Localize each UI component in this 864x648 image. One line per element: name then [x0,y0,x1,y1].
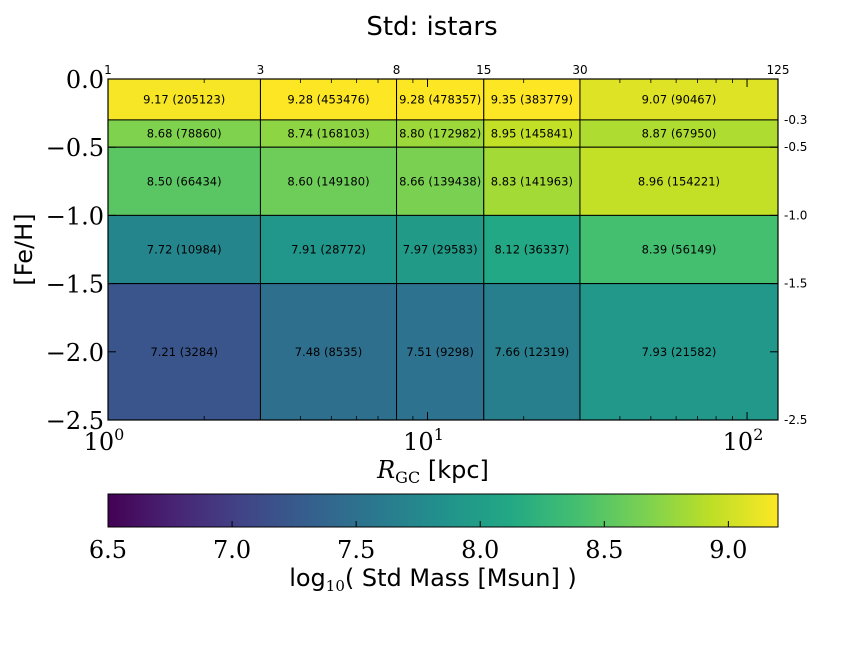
cell-label: 8.87 (67950) [642,127,717,141]
cell-label: 7.48 (8535) [295,345,363,359]
y-edge-label: -1.0 [784,208,807,222]
cell-label: 7.93 (21582) [642,345,717,359]
heatmap-cell [579,119,779,148]
y-edge-label: -1.5 [784,277,807,291]
x-edge-label: 8 [393,63,401,77]
cell-label: 9.35 (383779) [491,92,573,106]
chart-title: Std: istars [366,12,498,42]
cell-label: 9.07 (90467) [642,92,717,106]
cell-label: 9.28 (478357) [399,92,481,106]
x-tick-label: 102 [723,425,764,456]
heatmap-cell [259,283,398,421]
heatmap-cell [259,146,398,216]
y-tick-label: 0.0 [66,66,104,94]
cell-label: 8.12 (36337) [494,243,569,257]
y-tick-label: −2.5 [46,407,104,435]
cell-label: 7.51 (9298) [406,345,474,359]
heatmap-cell [396,283,485,421]
x-tick-label: 100 [84,425,125,456]
x-edge-label: 15 [476,63,491,77]
y-axis-label: [Fe/H] [10,213,38,285]
cell-label: 8.39 (56149) [642,243,717,257]
cell-label: 9.28 (453476) [287,92,369,106]
heatmap-cell [483,119,581,148]
y-tick-label: −0.5 [46,134,104,162]
y-tick-label: −1.5 [46,271,104,299]
colorbar-tick-label: 7.5 [337,536,375,564]
heatmap-cell [579,214,779,285]
heatmap-cell [259,214,398,285]
colorbar-tick-label: 6.5 [89,536,127,564]
cell-label: 8.83 (141963) [491,174,573,188]
heatmap-cell [396,146,485,216]
cell-label: 7.21 (3284) [150,345,218,359]
cell-label: 8.74 (168103) [287,127,369,141]
heatmap-cell [107,78,261,121]
x-edge-label: 3 [257,63,265,77]
x-edge-label: 30 [572,63,587,77]
x-edge-label: 1 [104,63,112,77]
heatmap-cell [579,283,779,421]
cell-label: 7.72 (10984) [147,243,222,257]
cell-label: 9.17 (205123) [143,92,225,106]
cell-label: 8.50 (66434) [147,174,222,188]
colorbar [107,493,779,528]
cell-label: 8.66 (139438) [399,174,481,188]
colorbar-tick-label: 7.0 [213,536,251,564]
heatmap-cell [107,283,261,421]
cell-label: 7.97 (29583) [403,243,478,257]
cell-label: 8.80 (172982) [399,127,481,141]
colorbar-tick-label: 9.0 [709,536,747,564]
cell-label: 8.96 (154221) [638,174,720,188]
heatmap-cell [396,78,485,121]
heatmap-cell [579,146,779,216]
heatmap-cell [483,214,581,285]
heatmap-cell [483,146,581,216]
y-tick-label: −2.0 [46,339,104,367]
x-tick-label: 101 [403,425,444,456]
cell-label: 7.66 (12319) [494,345,569,359]
y-edge-label: -0.5 [784,140,807,154]
colorbar-tick-label: 8.5 [585,536,623,564]
cell-label: 8.60 (149180) [287,174,369,188]
y-edge-label: -0.3 [784,113,807,127]
heatmap-cell [483,283,581,421]
x-axis-label: RGC [kpc] [376,456,489,487]
colorbar-tick-label: 8.0 [461,536,499,564]
cell-label: 8.68 (78860) [147,127,222,141]
colorbar-label: log10( Std Mass [Msun] ) [289,564,577,595]
plot-frame [107,78,779,421]
heatmap-cell [396,119,485,148]
y-tick-label: −1.0 [46,202,104,230]
cell-label: 7.91 (28772) [291,243,366,257]
cell-label: 8.95 (145841) [491,127,573,141]
heatmap-cell [107,214,261,285]
x-edge-label: 125 [767,63,790,77]
y-edge-label: -2.5 [784,413,807,427]
heatmap-cell [396,214,485,285]
